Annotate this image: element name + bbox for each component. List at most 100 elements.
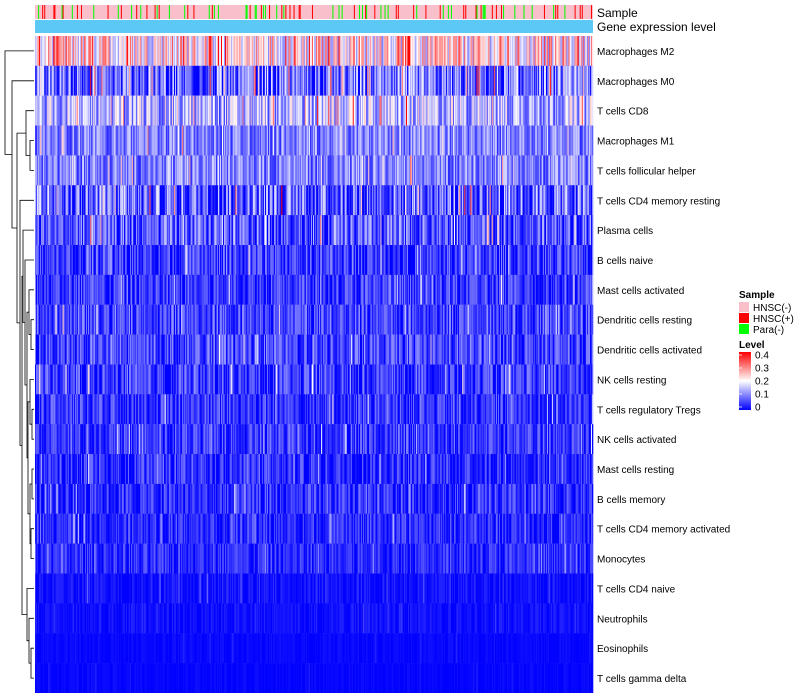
heatmap-cell bbox=[149, 155, 151, 186]
heatmap-cell bbox=[211, 36, 214, 66]
heatmap-cell bbox=[583, 215, 586, 246]
heatmap-cell bbox=[473, 215, 475, 246]
heatmap-cell bbox=[407, 155, 409, 186]
heatmap-cell bbox=[261, 155, 264, 186]
heatmap-cell bbox=[95, 274, 97, 305]
heatmap-cell bbox=[88, 155, 90, 186]
heatmap-cell bbox=[189, 155, 191, 186]
heatmap-cell bbox=[490, 36, 493, 66]
heatmap-cell bbox=[111, 36, 113, 66]
heatmap-cell bbox=[489, 95, 492, 126]
heatmap-cell bbox=[213, 155, 216, 186]
heatmap-cell bbox=[214, 95, 217, 126]
heatmap-cell bbox=[92, 274, 94, 305]
heatmap-cell bbox=[99, 215, 101, 246]
heatmap-cell bbox=[399, 155, 402, 186]
heatmap-cell bbox=[248, 155, 250, 186]
heatmap-cell bbox=[218, 125, 221, 156]
heatmap-cell bbox=[169, 95, 172, 126]
heatmap-cell bbox=[345, 245, 347, 275]
heatmap-cell bbox=[204, 155, 206, 186]
heatmap-cell bbox=[303, 125, 306, 156]
heatmap-cell bbox=[97, 125, 99, 156]
heatmap-cell bbox=[105, 185, 107, 216]
heatmap-cell bbox=[123, 65, 126, 96]
heatmap-cell bbox=[356, 125, 359, 156]
heatmap-cell bbox=[563, 65, 565, 96]
heatmap-cell bbox=[581, 36, 584, 66]
heatmap-cell bbox=[444, 155, 447, 186]
heatmap-cell bbox=[519, 125, 521, 156]
heatmap-cell bbox=[445, 215, 448, 246]
sample-track-cell bbox=[146, 5, 148, 19]
heatmap-cell bbox=[518, 274, 520, 305]
heatmap-cell bbox=[191, 185, 193, 216]
heatmap-cell bbox=[42, 125, 44, 156]
heatmap-cell bbox=[266, 274, 269, 305]
heatmap-cell bbox=[368, 125, 370, 156]
heatmap-cell bbox=[238, 274, 240, 305]
heatmap-cell bbox=[529, 274, 531, 305]
heatmap-cell bbox=[498, 215, 501, 246]
heatmap-cell bbox=[274, 65, 276, 96]
heatmap-cell bbox=[421, 95, 423, 126]
heatmap-cell bbox=[164, 65, 167, 96]
heatmap-cell bbox=[363, 125, 365, 156]
heatmap-cell bbox=[192, 36, 194, 66]
heatmap-cell bbox=[330, 65, 332, 96]
heatmap-cell bbox=[200, 185, 202, 216]
heatmap-cell bbox=[539, 155, 542, 186]
heatmap-cell bbox=[63, 95, 65, 126]
heatmap-cell bbox=[159, 215, 161, 246]
heatmap-cell bbox=[75, 125, 78, 156]
heatmap-cell bbox=[470, 245, 472, 275]
heatmap-cell bbox=[285, 274, 287, 305]
heatmap-cell bbox=[425, 125, 427, 156]
heatmap-cell bbox=[279, 125, 281, 156]
heatmap-cell bbox=[114, 65, 117, 96]
heatmap-cell bbox=[582, 185, 585, 216]
heatmap-cell bbox=[572, 185, 574, 216]
heatmap-cell bbox=[441, 125, 444, 156]
heatmap-cell bbox=[357, 245, 360, 275]
heatmap-cell bbox=[528, 185, 530, 216]
heatmap-cell bbox=[537, 65, 540, 96]
heatmap-cell bbox=[210, 185, 213, 216]
heatmap-cell bbox=[457, 65, 459, 96]
heatmap-cell bbox=[569, 125, 571, 156]
heatmap-cell bbox=[167, 155, 170, 186]
heatmap-cell bbox=[46, 65, 48, 96]
heatmap-cell bbox=[315, 215, 317, 246]
heatmap-cell bbox=[584, 125, 587, 156]
heatmap-cell bbox=[436, 65, 438, 96]
heatmap-cell bbox=[492, 274, 495, 305]
heatmap-cell bbox=[231, 245, 233, 275]
heatmap-cell bbox=[170, 245, 173, 275]
heatmap-cell bbox=[551, 155, 553, 186]
heatmap-cell bbox=[210, 274, 213, 305]
heatmap-cell bbox=[349, 245, 352, 275]
heatmap-cell bbox=[306, 36, 309, 66]
heatmap-cell bbox=[168, 215, 171, 246]
heatmap-cell bbox=[570, 215, 572, 246]
heatmap-cell bbox=[454, 245, 456, 275]
heatmap-cell bbox=[236, 185, 238, 216]
heatmap-cell bbox=[300, 95, 303, 126]
heatmap-cell bbox=[373, 125, 375, 156]
heatmap-cell bbox=[421, 274, 423, 305]
heatmap-cell bbox=[584, 95, 587, 126]
heatmap-cell bbox=[258, 36, 261, 66]
heatmap-cell bbox=[440, 215, 443, 246]
sample-track-cell bbox=[341, 5, 343, 19]
heatmap-cell bbox=[516, 215, 518, 246]
heatmap-cell bbox=[444, 125, 447, 156]
heatmap-cell bbox=[431, 274, 433, 305]
heatmap-cell bbox=[251, 185, 253, 216]
heatmap-cell bbox=[327, 65, 329, 96]
heatmap-cell bbox=[172, 65, 175, 96]
heatmap-cell bbox=[259, 125, 262, 156]
heatmap-cell bbox=[521, 274, 523, 305]
heatmap-cell bbox=[564, 95, 566, 126]
heatmap-cell bbox=[514, 65, 516, 96]
heatmap-cell bbox=[35, 274, 37, 305]
